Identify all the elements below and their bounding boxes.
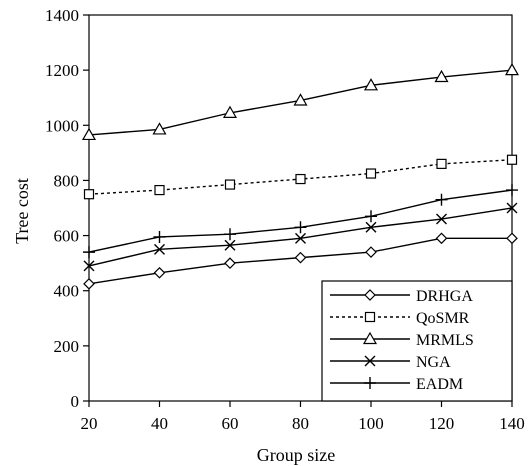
data-point-qosmr	[365, 168, 377, 179]
y-axis-title: Tree cost	[12, 178, 32, 244]
data-point-nga	[506, 202, 518, 214]
data-point-eadm	[506, 184, 518, 197]
y-tick-label: 600	[54, 227, 80, 246]
data-point-drhga	[294, 251, 307, 264]
data-point-nga	[224, 239, 236, 251]
data-point-eadm	[365, 210, 377, 223]
y-axis: 0 200 400 600 800 1000 1200 1400	[45, 6, 89, 411]
data-point-nga	[365, 221, 377, 233]
data-point-drhga	[506, 232, 518, 245]
series-eadm	[83, 184, 518, 259]
legend-marker-nga	[364, 355, 376, 367]
series-mrmls	[81, 62, 520, 141]
y-tick-label: 1000	[45, 116, 79, 135]
data-point-nga	[83, 260, 95, 272]
data-point-drhga	[83, 277, 95, 290]
data-point-nga	[154, 243, 165, 255]
data-point-qosmr	[154, 184, 165, 196]
data-point-qosmr	[83, 189, 95, 200]
y-tick-label: 800	[54, 171, 80, 190]
legend-marker-eadm	[364, 377, 376, 389]
series-qosmr	[83, 154, 518, 200]
x-axis: 20 40 60 80 100 120 140	[81, 401, 525, 433]
legend: DRHGA QoSMR MRMLS NGA EADM	[321, 280, 513, 402]
y-tick-label: 200	[54, 337, 80, 356]
data-point-mrmls	[293, 93, 308, 106]
data-point-eadm	[435, 193, 448, 206]
y-tick-label: 0	[71, 392, 80, 411]
data-point-drhga	[435, 232, 448, 245]
data-point-eadm	[153, 230, 166, 243]
series-layer	[81, 62, 520, 290]
data-point-qosmr	[224, 179, 236, 190]
y-tick-label: 1200	[45, 61, 79, 80]
y-tick-label: 1400	[45, 6, 79, 25]
legend-label-mrmls: MRMLS	[416, 332, 474, 349]
x-axis-title: Group size	[257, 445, 335, 465]
y-tick-label: 400	[54, 282, 80, 301]
data-point-qosmr	[436, 158, 447, 169]
data-point-mrmls	[81, 127, 97, 141]
legend-marker-drhga	[364, 289, 376, 301]
data-point-nga	[295, 232, 306, 244]
legend-label-drhga: DRHGA	[416, 288, 473, 305]
legend-box	[321, 280, 513, 402]
legend-label-qosmr: QoSMR	[416, 310, 470, 327]
x-tick-label: 20	[81, 414, 98, 433]
legend-label-nga: NGA	[416, 354, 451, 371]
data-point-mrmls	[363, 78, 379, 91]
legend-label-eadm: EADM	[416, 376, 463, 393]
data-point-mrmls	[434, 69, 449, 83]
x-tick-label: 80	[292, 414, 309, 433]
series-nga	[83, 202, 518, 272]
data-point-mrmls	[152, 122, 167, 135]
legend-marker-qosmr	[364, 311, 376, 323]
data-point-drhga	[153, 266, 166, 279]
x-tick-label: 40	[151, 414, 168, 433]
data-point-mrmls	[222, 105, 238, 118]
x-tick-label: 120	[429, 414, 455, 433]
x-tick-label: 60	[222, 414, 239, 433]
series-drhga	[83, 232, 518, 290]
legend-marker-mrmls	[362, 331, 378, 345]
x-tick-label: 140	[499, 414, 525, 433]
data-point-eadm	[83, 246, 95, 259]
data-point-eadm	[224, 228, 236, 241]
data-point-qosmr	[295, 173, 306, 185]
data-point-qosmr	[506, 154, 518, 165]
data-point-drhga	[365, 246, 377, 258]
x-tick-label: 100	[358, 414, 384, 433]
data-point-drhga	[224, 257, 236, 269]
data-point-nga	[436, 213, 447, 225]
series-line-eadm	[88, 189, 513, 253]
data-point-mrmls	[504, 62, 520, 76]
data-point-eadm	[294, 221, 307, 234]
